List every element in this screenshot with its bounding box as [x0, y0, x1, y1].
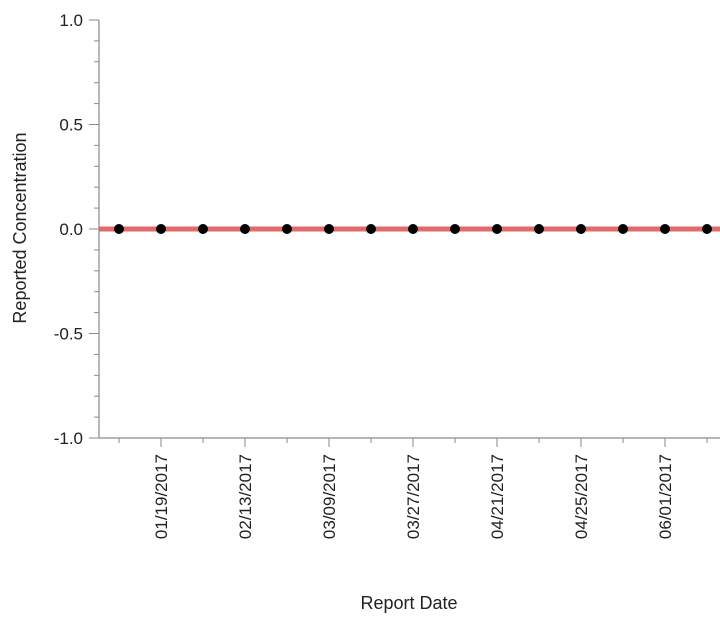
data-point — [618, 224, 628, 234]
data-point — [282, 224, 292, 234]
plot-area — [99, 224, 720, 234]
data-point — [660, 224, 670, 234]
data-point — [534, 224, 544, 234]
data-point — [240, 224, 250, 234]
y-tick-label: 0.0 — [59, 220, 83, 239]
data-point — [576, 224, 586, 234]
y-tick-label: -0.5 — [54, 325, 83, 344]
x-tick-label: 02/13/2017 — [236, 454, 255, 539]
data-point — [702, 224, 712, 234]
y-tick-label: -1.0 — [54, 429, 83, 448]
y-axis-title: Reported Concentration — [10, 132, 30, 323]
x-tick-label: 03/09/2017 — [320, 454, 339, 539]
y-tick-label: 1.0 — [59, 11, 83, 30]
x-axis: 01/19/2017 02/13/2017 03/09/2017 03/27/2017… — [99, 437, 720, 539]
x-axis-title: Report Date — [360, 593, 457, 613]
x-tick-label: 06/01/2017 — [656, 454, 675, 539]
data-point — [114, 224, 124, 234]
data-point — [408, 224, 418, 234]
x-tick-label: 04/21/2017 — [488, 454, 507, 539]
y-tick-label: 0.5 — [59, 116, 83, 135]
x-tick-label: 04/25/2017 — [572, 454, 591, 539]
x-tick-label: 03/27/2017 — [404, 454, 423, 539]
data-point — [492, 224, 502, 234]
data-point — [324, 224, 334, 234]
data-point — [198, 224, 208, 234]
y-axis: 1.0 0.5 0.0 -0.5 -1.0 — [54, 11, 100, 448]
data-point — [156, 224, 166, 234]
data-point — [366, 224, 376, 234]
data-point — [450, 224, 460, 234]
x-tick-label: 01/19/2017 — [152, 454, 171, 539]
